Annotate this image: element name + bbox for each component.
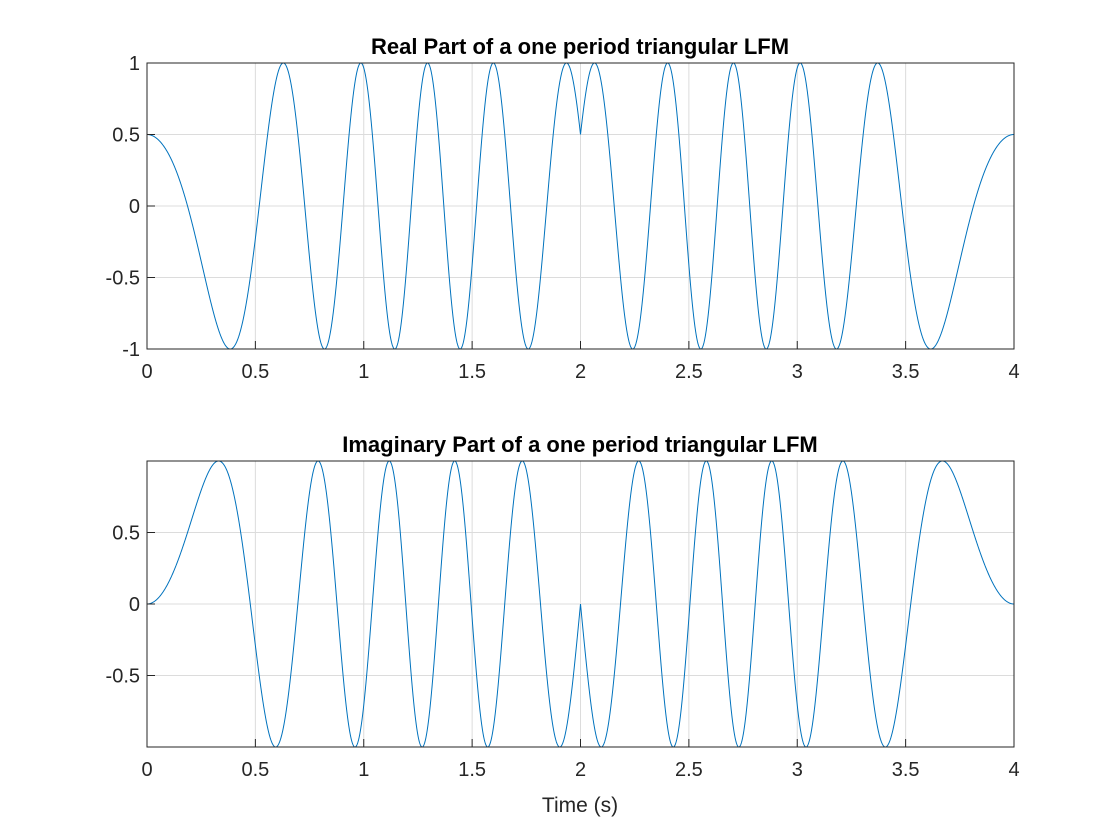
real-part-x-tick-label: 1 xyxy=(358,361,369,383)
real-part-y-tick-label: 1 xyxy=(129,53,140,75)
imaginary-part-x-tick-label: 2.5 xyxy=(675,759,703,781)
imaginary-part-series-line xyxy=(147,460,1014,748)
real-part-y-tick-label: 0.5 xyxy=(112,125,140,147)
imaginary-part-y-tick-label: -0.5 xyxy=(106,666,140,688)
real-part-x-tick-label: 2.5 xyxy=(675,361,703,383)
real-part-x-tick-label: 4 xyxy=(1008,361,1019,383)
real-part-y-tick-label: -1 xyxy=(122,339,140,361)
real-part-y-tick-label: -0.5 xyxy=(106,268,140,290)
imaginary-part-x-tick-label: 2 xyxy=(575,759,586,781)
imaginary-part-x-tick-label: 3.5 xyxy=(892,759,920,781)
imaginary-part-x-tick-label: 4 xyxy=(1008,759,1019,781)
imaginary-part-ticks: 0 0.5 1 1.5 2 2.5 3 3.5 4 -0.5 0 0.5 xyxy=(106,523,1020,782)
real-part-ticks: 0 0.5 1 1.5 2 2.5 3 3.5 4 -1 -0.5 0 0.5 1 xyxy=(106,53,1020,383)
imaginary-part-y-tick-label: 0 xyxy=(129,594,140,616)
imaginary-part-x-tick-label: 0 xyxy=(141,759,152,781)
real-part-x-tick-label: 0 xyxy=(141,361,152,383)
real-part-x-tick-label: 3 xyxy=(792,361,803,383)
x-axis-label: Time (s) xyxy=(542,794,618,817)
imaginary-part-x-tick-label: 1 xyxy=(358,759,369,781)
real-part-axes: Real Part of a one period triangular LFM… xyxy=(106,34,1020,383)
imaginary-part-x-tick-label: 1.5 xyxy=(458,759,486,781)
imaginary-part-y-tick-label: 0.5 xyxy=(112,523,140,545)
imaginary-part-axes: Imaginary Part of a one period triangula… xyxy=(106,432,1020,817)
imaginary-part-x-tick-label: 3 xyxy=(792,759,803,781)
imaginary-part-x-tick-label: 0.5 xyxy=(241,759,269,781)
real-part-x-tick-label: 3.5 xyxy=(892,361,920,383)
imaginary-part-title: Imaginary Part of a one period triangula… xyxy=(342,432,818,457)
real-part-y-tick-label: 0 xyxy=(129,196,140,218)
real-part-title: Real Part of a one period triangular LFM xyxy=(371,34,789,59)
real-part-x-tick-label: 0.5 xyxy=(241,361,269,383)
real-part-x-tick-label: 2 xyxy=(575,361,586,383)
real-part-series-line xyxy=(147,62,1014,350)
real-part-x-tick-label: 1.5 xyxy=(458,361,486,383)
